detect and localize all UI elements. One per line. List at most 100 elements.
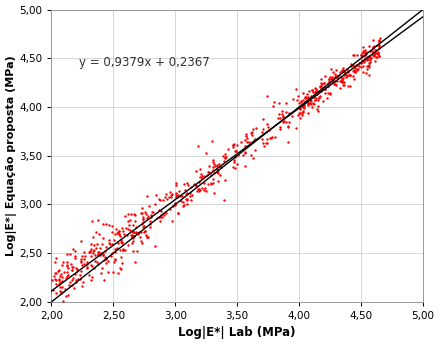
Point [201,180,208,186]
Point [63,262,70,268]
Point [157,198,164,203]
Point [119,260,126,266]
Point [52,270,59,276]
Point [77,256,84,262]
Point [297,106,304,111]
Point [87,277,94,283]
Point [125,226,132,231]
Point [373,42,380,48]
Point [102,255,109,260]
Point [73,268,81,274]
Point [134,231,141,236]
Point [370,53,378,59]
Point [358,57,365,63]
Point [357,52,364,57]
Point [210,161,217,167]
Point [205,181,212,187]
Point [109,241,116,247]
Point [208,181,215,186]
Point [341,79,348,85]
Point [68,277,75,283]
Point [130,222,137,227]
Point [330,79,337,85]
Point [367,58,374,63]
Point [94,249,101,255]
Point [137,238,144,244]
Point [264,137,271,142]
Point [349,73,356,79]
Point [258,130,265,135]
Point [58,274,65,279]
Point [317,84,324,89]
Point [340,72,347,77]
Point [361,58,368,64]
Point [301,102,308,108]
Point [292,125,299,131]
Point [369,48,376,54]
Point [328,75,335,81]
Point [73,265,80,271]
Point [99,235,106,241]
Point [352,69,359,75]
Point [323,95,330,100]
Point [359,69,367,75]
Point [193,188,200,194]
Point [359,48,366,54]
Point [297,106,304,111]
Point [96,253,103,258]
Point [370,45,377,50]
Point [247,130,254,136]
Point [175,210,182,216]
Point [277,125,284,130]
Point [132,229,139,235]
Point [58,285,65,290]
Point [214,169,221,175]
Point [283,110,290,115]
Point [276,126,283,131]
Point [310,100,317,106]
Point [115,231,122,237]
Point [313,106,320,112]
Point [353,62,360,67]
Point [73,279,80,284]
Point [248,152,255,158]
Point [352,65,359,70]
Point [187,190,194,196]
Point [346,72,353,78]
Point [344,83,351,89]
Point [155,208,162,213]
Point [171,201,178,207]
Point [356,63,363,69]
Point [69,267,76,273]
Point [251,148,258,153]
Point [53,281,60,287]
Point [132,230,139,236]
Point [322,86,329,91]
Point [289,113,296,118]
Point [87,249,94,255]
Point [234,142,241,148]
Point [153,193,160,198]
Point [242,150,249,156]
Point [237,139,244,145]
Point [207,180,214,186]
Point [249,127,257,132]
Point [69,265,76,270]
Point [260,126,267,131]
Point [250,137,257,143]
Point [83,260,90,265]
Point [276,116,283,121]
Point [62,294,69,299]
Point [295,110,302,116]
Point [233,148,240,154]
Point [159,197,166,203]
Point [99,251,106,257]
Point [244,135,251,141]
Point [89,275,96,280]
Point [89,264,96,269]
Point [55,277,62,283]
Point [129,234,136,240]
Point [202,188,209,194]
Point [319,98,326,103]
Point [141,228,148,234]
